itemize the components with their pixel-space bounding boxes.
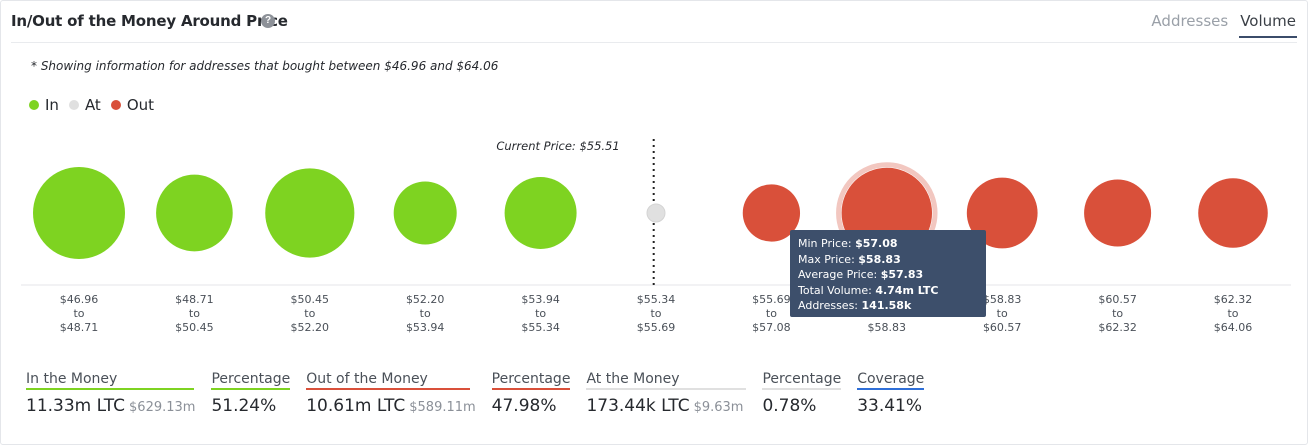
stat-label: In the Money [26,371,194,390]
stat-label: Percentage [491,371,571,390]
bubble-5 [646,203,666,223]
tick-label-to: $50.45 [175,321,214,334]
tooltip-addresses: Addresses: 141.58k addresses [798,299,912,328]
tab-addresses[interactable]: Addresses [1151,12,1229,30]
tick-label-to-word: to [766,307,777,320]
legend-item-out[interactable]: Out [110,96,155,114]
legend-dot-in [29,100,39,110]
stat-label: At the Money [586,371,747,390]
tick-label-from: $58.83 [983,293,1022,306]
stat-value: 33.41% [857,396,923,416]
tick-label-from: $46.96 [60,293,99,306]
tick-label-to: $53.94 [406,321,445,334]
tick-label-to-word: to [420,307,431,320]
legend-label-in: In [45,96,59,114]
tick-label-to: $55.34 [521,321,560,334]
legend-dot-out [110,100,121,110]
legend-dot-at [68,100,79,110]
stat-out-percentage: Percentage 47.98% [491,371,571,416]
tick-label-from: $53.94 [521,293,560,306]
bubble-3 [393,181,457,245]
tab-volume[interactable]: Volume [1239,12,1297,38]
tooltip-max-price: Max Price: $58.83 [798,252,901,266]
stat-label: Percentage [211,371,291,390]
legend: In At Out [29,96,164,114]
tick-label-to: $48.71 [60,321,99,334]
tick-label-from: $50.45 [291,293,330,306]
stat-value: 11.33m LTC $629.13m [26,396,196,416]
view-tabs: Addresses Volume [1140,12,1297,38]
tick-label-to-word: to [650,307,661,320]
stat-at-the-money: At the Money 173.44k LTC $9.63m [586,371,747,416]
tick-label-to: $52.20 [291,321,330,334]
stat-value: 0.78% [762,396,817,416]
legend-label-out: Out [126,96,155,114]
summary-stats: In the Money 11.33m LTC $629.13m Percenta… [26,371,940,416]
tick-label-to-word: to [1227,307,1238,320]
bubble-chart: Current Price: $55.51$46.96to$48.71$48.7… [21,139,1291,334]
stat-value: 51.24% [211,396,277,416]
bubble-4 [504,177,577,249]
page-title: In/Out of the Money Around Price [11,12,288,30]
bubble-1 [156,174,233,252]
tick-label-to-word: to [997,307,1008,320]
tick-label-from: $60.57 [1098,293,1137,306]
tick-label-to-word: to [304,307,315,320]
tick-label-to-word: to [189,307,200,320]
stat-value: 173.44k LTC $9.63m [586,396,744,416]
tick-label-to-word: to [1112,307,1123,320]
tick-label-from: $55.69 [752,293,791,306]
legend-item-in[interactable]: In [29,96,59,114]
tooltip-average-price: Average Price: $57.83 [798,268,924,281]
tick-label-to: $64.06 [1214,321,1253,334]
tick-label-to: $58.83 [868,321,907,334]
bubble-9 [1084,179,1152,247]
bubble-2 [265,168,355,258]
question-icon[interactable]: ? [261,14,275,28]
stat-label: Out of the Money [306,371,471,390]
stat-out-of-the-money: Out of the Money 10.61m LTC $589.11m [306,371,476,416]
bubble-tooltip: Min Price: $57.08 Max Price: $58.83 Aver… [790,230,986,328]
stat-value: 47.98% [491,396,557,416]
bubble-10 [1198,178,1268,248]
price-range-note: * Showing information for addresses that… [31,59,499,73]
tick-label-from: $62.32 [1214,293,1253,306]
tooltip-total-volume: Total Volume: 4.74m LTC [798,283,939,297]
tick-label-to: $62.32 [1098,321,1137,334]
legend-item-at[interactable]: At [68,96,101,114]
tick-label-to: $60.57 [983,321,1022,334]
tick-label-from: $55.34 [637,293,676,306]
stat-in-the-money: In the Money 11.33m LTC $629.13m [26,371,195,416]
tick-label-to: $55.69 [637,321,676,334]
header-divider [11,42,1297,43]
legend-label-at: At [84,96,101,114]
tick-label-to: $57.08 [752,321,791,334]
stat-at-percentage: Percentage 0.78% [762,371,842,416]
stat-value: 10.61m LTC $589.11m [306,396,476,416]
tick-label-to-word: to [73,307,84,320]
tick-label-from: $52.20 [406,293,445,306]
stat-label: Percentage [762,371,842,390]
bubble-6 [742,184,801,242]
stat-in-percentage: Percentage 51.24% [211,371,291,416]
stat-coverage: Coverage 33.41% [857,371,925,416]
stat-label: Coverage [857,371,925,390]
current-price-label: Current Price: $55.51 [496,139,619,153]
bubble-0 [33,167,125,259]
tooltip-min-price: Min Price: $57.08 [798,237,898,250]
tick-label-from: $48.71 [175,293,214,306]
tick-label-to-word: to [535,307,546,320]
